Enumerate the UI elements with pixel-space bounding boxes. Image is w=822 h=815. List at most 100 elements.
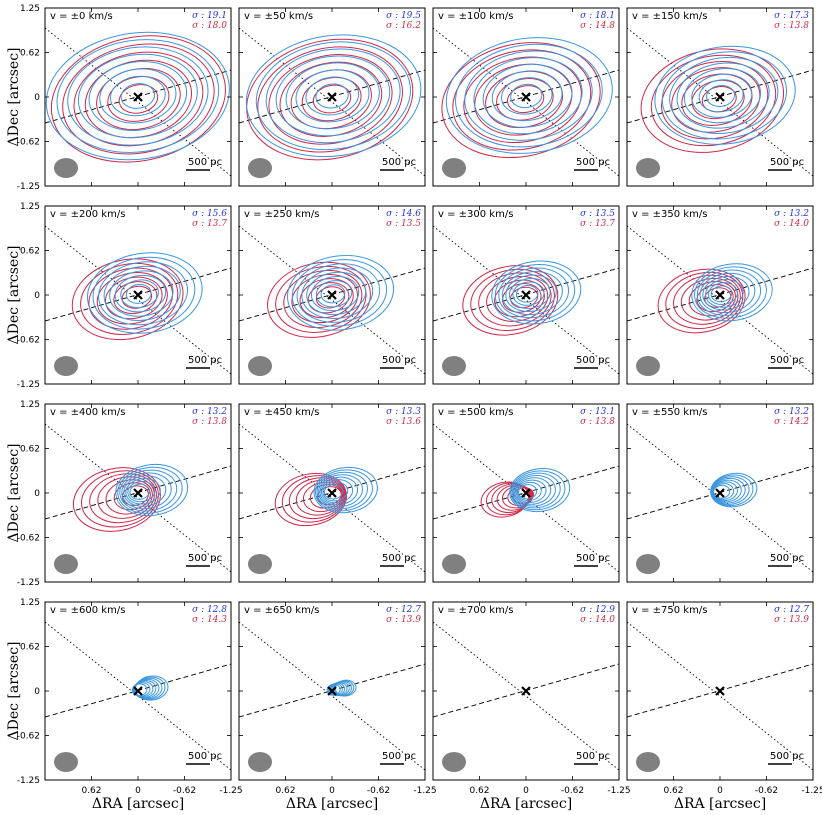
red-contour — [470, 268, 555, 331]
nucleus-marker — [327, 290, 337, 300]
blue-contour — [464, 50, 593, 141]
blue-contour — [275, 55, 391, 137]
blue-contour — [515, 285, 539, 303]
scalebar-label: 500 pc — [188, 157, 222, 168]
sigma-blue-label: σ : 13.2 — [774, 407, 809, 417]
blue-contour — [286, 254, 395, 331]
nucleus-marker — [521, 92, 531, 102]
panel: 500 pc v = ±100 km/s σ : 18.1σ : 14.8 — [432, 7, 620, 187]
scalebar-label: 500 pc — [770, 355, 804, 366]
sigma-red-label: σ : 14.0 — [580, 615, 615, 625]
x-tick-label: -1.25 — [607, 786, 630, 796]
nucleus-marker — [715, 488, 725, 498]
beam-ellipse — [636, 752, 660, 772]
blue-contour — [676, 62, 770, 129]
blue-contour — [661, 51, 788, 140]
blue-contour — [473, 57, 583, 135]
sigma-blue-label: σ : 12.7 — [386, 605, 421, 615]
velocity-label: v = ±400 km/s — [50, 407, 125, 418]
blue-contour — [315, 280, 353, 308]
velocity-label: v = ±550 km/s — [632, 407, 707, 418]
blue-contour — [120, 83, 156, 109]
sigma-red-label: σ : 18.0 — [192, 21, 227, 31]
x-axis-label: ΔRA [arcsec] — [674, 796, 766, 812]
nucleus-marker — [133, 488, 143, 498]
nucleus-marker — [521, 488, 531, 498]
minor-axis-line — [45, 423, 231, 573]
sigma-blue-label: σ : 12.9 — [580, 605, 615, 615]
y-tick-label: -0.62 — [17, 534, 40, 544]
blue-contour — [501, 271, 563, 316]
y-tick-label: -0.62 — [17, 336, 40, 346]
sigma-blue-label: σ : 12.7 — [774, 605, 809, 615]
beam-ellipse — [54, 554, 78, 574]
velocity-label: v = ±50 km/s — [244, 11, 313, 22]
blue-contour — [445, 37, 613, 154]
blue-contour — [699, 272, 756, 314]
panel: 500 pc v = ±200 km/s σ : 15.6σ : 13.7 1.25 0… — [17, 202, 232, 390]
minor-axis-line — [627, 225, 813, 375]
sigma-red-label: σ : 13.7 — [192, 219, 227, 229]
blue-contour — [514, 477, 552, 505]
blue-contour — [86, 252, 203, 334]
sigma-red-label: σ : 13.9 — [386, 615, 421, 625]
blue-contour — [323, 484, 344, 500]
red-contour — [281, 475, 347, 523]
blue-contour — [494, 264, 576, 322]
y-axis-label: ΔDec [arcsec] — [6, 245, 22, 344]
minor-axis-line — [433, 621, 619, 771]
beam-ellipse — [54, 158, 78, 178]
panel: 500 pc v = ±350 km/s σ : 13.2σ : 14.0 — [626, 205, 814, 385]
nucleus-marker — [521, 290, 531, 300]
nucleus-marker — [715, 92, 725, 102]
panel: 500 pc v = ±50 km/s σ : 19.5σ : 16.2 — [238, 7, 426, 187]
sigma-red-label: σ : 13.9 — [774, 615, 809, 625]
blue-contour — [319, 476, 359, 506]
blue-contour — [334, 679, 357, 697]
red-contour — [312, 84, 352, 114]
y-axis-label: ΔDec [arcsec] — [6, 443, 22, 542]
red-contour — [462, 265, 559, 336]
panel: 500 pc v = ±600 km/s σ : 12.8σ : 14.3 1.25 0… — [17, 598, 243, 796]
beam-ellipse — [636, 158, 660, 178]
nucleus-marker — [133, 686, 143, 696]
blue-contour — [510, 83, 543, 109]
nucleus-marker — [715, 686, 725, 696]
panel: 500 pc v = ±500 km/s σ : 13.1σ : 13.8 — [432, 403, 620, 583]
beam-ellipse — [248, 554, 272, 574]
red-contour — [665, 271, 744, 329]
nucleus-marker — [521, 686, 531, 696]
scalebar-label: 500 pc — [770, 751, 804, 762]
blue-contour — [683, 68, 762, 124]
velocity-label: v = ±250 km/s — [244, 209, 319, 220]
x-tick-label: 0 — [717, 786, 723, 796]
blue-contour — [67, 46, 209, 146]
nucleus-marker — [327, 686, 337, 696]
minor-axis-line — [627, 621, 813, 771]
red-contour — [50, 35, 226, 163]
beam-ellipse — [248, 158, 272, 178]
velocity-label: v = ±650 km/s — [244, 605, 319, 616]
blue-contour — [119, 469, 178, 512]
blue-contour — [296, 263, 381, 323]
blue-contour — [505, 274, 557, 313]
red-contour — [246, 38, 414, 161]
red-contour — [650, 54, 777, 147]
velocity-label: v = ±600 km/s — [50, 605, 125, 616]
panel: 500 pc v = ±450 km/s σ : 13.3σ : 13.6 — [238, 403, 426, 583]
nucleus-marker — [133, 290, 143, 300]
y-axis-label: ΔDec [arcsec] — [6, 641, 22, 740]
beam-ellipse — [636, 554, 660, 574]
nucleus-marker — [715, 290, 725, 300]
blue-contour — [129, 483, 150, 500]
blue-contour — [295, 69, 370, 123]
beam-ellipse — [442, 158, 466, 178]
y-tick-label: -0.62 — [17, 138, 40, 148]
x-tick-label: 0.62 — [81, 786, 101, 796]
y-tick-label: 0 — [34, 489, 40, 499]
blue-contour — [669, 56, 779, 135]
beam-ellipse — [442, 752, 466, 772]
blue-contour — [702, 275, 750, 311]
panel: 500 pc v = ±550 km/s σ : 13.2σ : 14.2 — [626, 403, 814, 583]
scalebar-label: 500 pc — [188, 751, 222, 762]
